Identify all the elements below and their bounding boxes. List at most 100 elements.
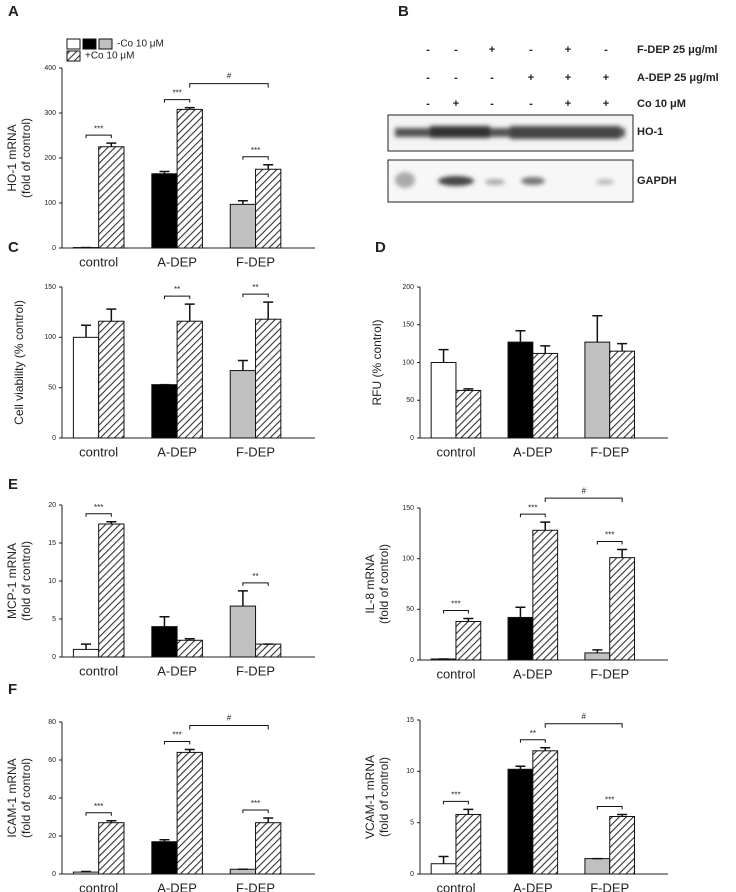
significance-label: ** (530, 729, 536, 738)
y-tick-label: 300 (44, 110, 56, 117)
error-bar (617, 342, 628, 352)
treatment-label: A-DEP 25 μg/ml (637, 72, 719, 84)
y-tick-label: 0 (52, 435, 56, 442)
treatment-sign: - (529, 44, 533, 56)
error-bar (540, 521, 551, 531)
bar (151, 384, 178, 439)
x-tick-label: F-DEP (590, 666, 629, 681)
x-tick-label: F-DEP (236, 444, 275, 459)
error-bar (263, 164, 274, 170)
x-tick-label: control (79, 663, 118, 678)
y-tick-label: 400 (44, 65, 56, 72)
significance-bracket (85, 812, 112, 816)
bar (584, 858, 611, 875)
significance-label: # (581, 486, 586, 495)
bar (455, 620, 482, 661)
error-bar (263, 817, 274, 823)
y-tick-label: 80 (48, 719, 56, 726)
treatment-sign: - (490, 72, 494, 84)
bar (584, 652, 611, 661)
error-bar (263, 301, 274, 320)
treatment-sign: + (565, 98, 571, 110)
error-bar (184, 303, 195, 322)
y-axis-label: (fold of control) (19, 541, 33, 621)
significance-label: *** (94, 124, 103, 133)
error-bar (237, 590, 248, 607)
bar (176, 320, 203, 439)
bar (255, 168, 282, 249)
x-tick-label: control (436, 444, 475, 459)
blot-bands (395, 126, 625, 188)
y-tick-label: 150 (402, 322, 414, 329)
x-tick-label: control (436, 880, 475, 892)
bar (176, 108, 203, 249)
y-tick-label: 150 (44, 284, 56, 291)
significance-label: ** (174, 285, 180, 294)
error-bar (438, 855, 449, 864)
x-tick-label: control (79, 254, 118, 269)
bar (72, 648, 100, 658)
y-tick-label: 0 (410, 657, 414, 664)
y-tick-label: 10 (48, 578, 56, 585)
treatment-sign: + (489, 44, 495, 56)
error-bar (592, 649, 603, 653)
band-label: GAPDH (637, 175, 677, 187)
significance-bracket (163, 741, 191, 745)
bar (176, 639, 203, 658)
x-tick-label: F-DEP (590, 880, 629, 892)
x-tick-label: F-DEP (236, 254, 275, 269)
y-tick-label: 0 (52, 654, 56, 661)
panel-letter: C (8, 239, 19, 256)
significance-label: *** (451, 600, 460, 609)
y-tick-label: 10 (406, 768, 414, 775)
treatment-sign: - (426, 44, 430, 56)
bar (507, 768, 534, 875)
error-bar (617, 548, 628, 558)
significance-label: *** (451, 790, 460, 799)
y-axis-label: Cell viability (% control) (12, 300, 26, 425)
significance-label: *** (251, 146, 260, 155)
treatment-sign: + (603, 98, 609, 110)
x-tick-label: A-DEP (513, 666, 553, 681)
significance-bracket (163, 99, 191, 103)
panel-letter: D (375, 239, 386, 256)
legend-label: -Co 10 μM (117, 39, 164, 50)
treatment-sign: - (454, 44, 458, 56)
bar (176, 751, 203, 875)
error-bar (106, 308, 117, 322)
bar (584, 341, 611, 439)
treatment-sign: + (453, 98, 459, 110)
bar (507, 341, 534, 439)
significance-bracket (544, 723, 623, 728)
error-bar (515, 330, 526, 343)
panel-letter: E (8, 476, 18, 493)
significance-bracket (163, 295, 191, 300)
error-bar (515, 606, 526, 618)
significance-bracket (443, 800, 469, 805)
error-bar (159, 615, 170, 627)
significance-bracket (242, 156, 269, 160)
significance-bracket (85, 134, 112, 139)
significance-bracket (443, 609, 469, 614)
significance-label: *** (94, 503, 103, 512)
error-bar (81, 643, 92, 650)
error-bar (106, 520, 117, 524)
y-axis-label: VCAM-1 mRNA (363, 755, 377, 839)
y-tick-label: 0 (52, 871, 56, 878)
error-bar (592, 314, 603, 343)
significance-bracket (242, 809, 269, 813)
y-axis-label: RFU (% control) (370, 319, 384, 405)
bar (229, 605, 257, 658)
legend-swatch (82, 38, 97, 50)
y-tick-label: 0 (52, 245, 56, 252)
y-axis-label: IL-8 mRNA (363, 554, 377, 613)
significance-bracket (544, 497, 623, 503)
error-bar (106, 820, 117, 823)
treatment-sign: - (604, 44, 608, 56)
error-bar (540, 345, 551, 354)
y-tick-label: 200 (402, 284, 414, 291)
y-axis-label: (fold of control) (377, 544, 391, 624)
error-bar (184, 748, 195, 753)
bar (507, 616, 534, 661)
